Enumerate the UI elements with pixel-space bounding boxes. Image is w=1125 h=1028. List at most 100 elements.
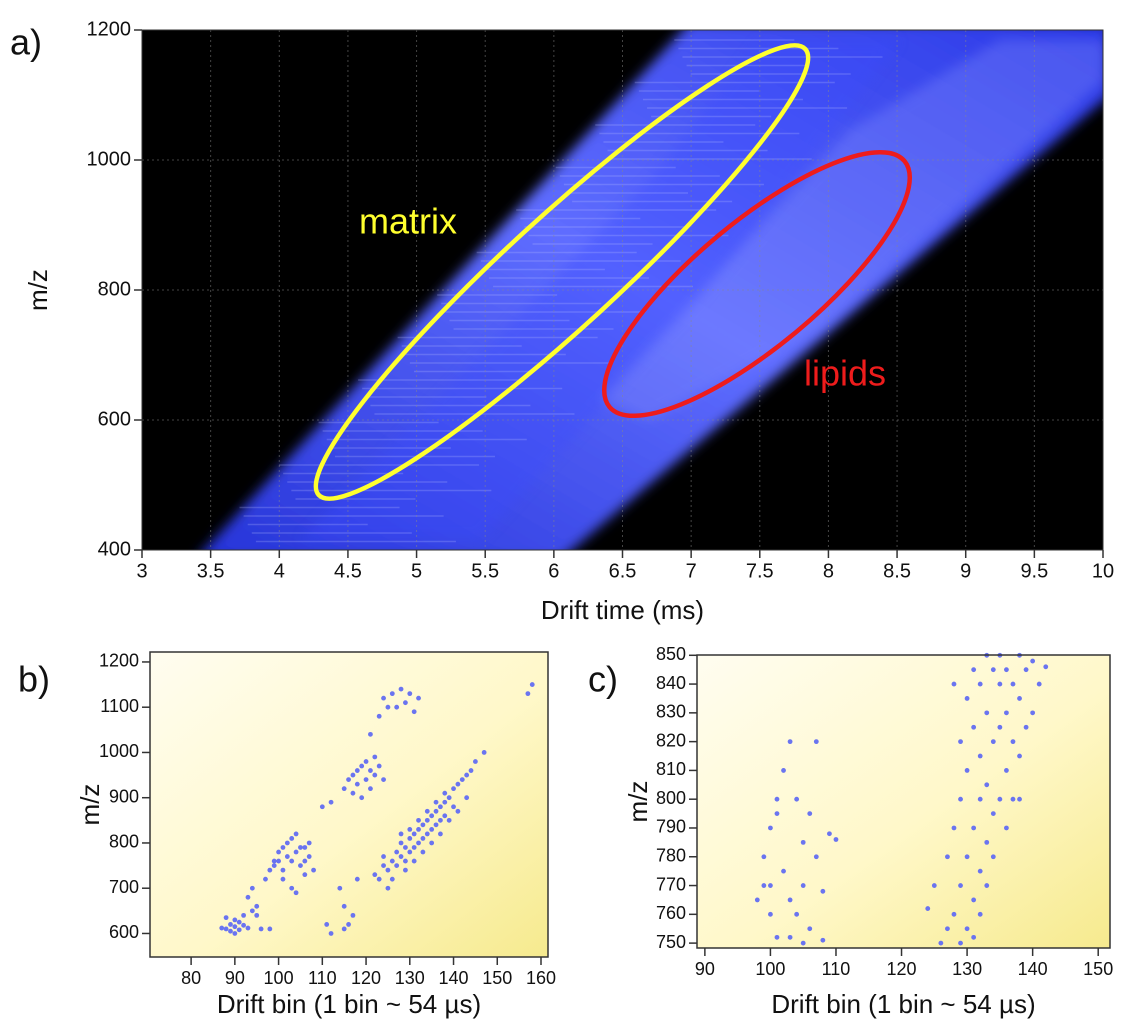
scatter-point bbox=[416, 826, 421, 832]
scatter-point bbox=[232, 917, 238, 923]
x-tick-label: 160 bbox=[526, 968, 556, 988]
panel-label: a) bbox=[10, 22, 42, 63]
y-tick-label: 900 bbox=[109, 786, 139, 806]
scatter-point bbox=[977, 911, 983, 917]
scatter-point bbox=[429, 840, 435, 846]
scatter-point bbox=[289, 885, 295, 891]
scatter-point bbox=[280, 845, 286, 850]
scatter-point bbox=[525, 691, 531, 697]
x-axis-title: Drift bin (1 bin ~ 54 µs) bbox=[217, 989, 481, 1019]
scatter-point bbox=[271, 863, 277, 868]
scatter-point bbox=[376, 763, 382, 769]
scatter-point bbox=[990, 854, 996, 860]
scatter-point bbox=[459, 777, 465, 783]
scatter-point bbox=[990, 811, 996, 816]
scatter-point bbox=[372, 754, 378, 760]
scatter-point bbox=[433, 799, 439, 805]
scatter-point bbox=[958, 940, 963, 946]
scatter-point bbox=[368, 768, 373, 773]
scatter-point bbox=[807, 926, 813, 932]
scatter-point bbox=[464, 772, 470, 778]
scatter-point bbox=[424, 831, 430, 837]
scatter-point bbox=[354, 876, 360, 882]
scatter-point bbox=[324, 922, 330, 927]
scatter-point bbox=[398, 686, 404, 692]
scatter-point bbox=[232, 931, 238, 936]
scatter-point bbox=[1004, 825, 1009, 831]
scatter-point bbox=[1023, 667, 1029, 673]
scatter-point bbox=[389, 858, 395, 864]
y-tick-label: 1000 bbox=[87, 148, 132, 170]
scatter-point bbox=[298, 845, 303, 850]
scatter-point bbox=[455, 808, 461, 814]
scatter-point bbox=[424, 817, 430, 823]
y-tick-label: 800 bbox=[656, 788, 686, 808]
scatter-point bbox=[368, 731, 373, 737]
scatter-point bbox=[403, 858, 408, 864]
scatter-point bbox=[1004, 768, 1009, 773]
x-tick-label: 4.5 bbox=[334, 560, 362, 582]
scatter-point bbox=[794, 911, 800, 917]
scatter-point bbox=[236, 927, 242, 933]
y-tick-label: 800 bbox=[109, 832, 139, 852]
scatter-point bbox=[964, 854, 970, 860]
scatter-point bbox=[931, 883, 937, 888]
x-tick-label: 120 bbox=[887, 959, 917, 979]
y-tick-label: 760 bbox=[656, 903, 686, 923]
y-tick-label: 750 bbox=[656, 932, 686, 952]
region-label: matrix bbox=[359, 201, 457, 242]
scatter-point bbox=[455, 781, 461, 787]
scatter-point bbox=[984, 710, 990, 716]
scatter-point bbox=[368, 786, 373, 792]
scatter-point bbox=[997, 681, 1003, 687]
scatter-point bbox=[381, 695, 386, 701]
x-tick-label: 7.5 bbox=[746, 560, 774, 582]
x-tick-label: 10 bbox=[1092, 560, 1114, 582]
scatter-point bbox=[1043, 664, 1049, 670]
region-outline bbox=[313, 43, 811, 501]
scatter-point bbox=[298, 863, 303, 868]
plot-frame bbox=[696, 654, 1111, 949]
x-tick-label: 150 bbox=[482, 968, 512, 988]
scatter-point bbox=[945, 854, 950, 860]
y-tick-label: 780 bbox=[656, 846, 686, 866]
scatter-point bbox=[376, 713, 382, 719]
scatter-point bbox=[1010, 739, 1016, 745]
y-tick-label: 800 bbox=[98, 278, 131, 300]
scatter-point bbox=[481, 750, 487, 755]
scatter-point bbox=[1017, 696, 1022, 701]
scatter-point bbox=[302, 858, 308, 864]
scatter-point bbox=[1023, 724, 1029, 730]
scatter-point bbox=[411, 709, 417, 715]
scatter-point bbox=[1030, 710, 1036, 716]
scatter-point bbox=[328, 931, 334, 936]
y-tick-label: 1000 bbox=[99, 741, 139, 761]
y-tick-label: 820 bbox=[656, 730, 686, 750]
x-tick-label: 150 bbox=[1083, 959, 1113, 979]
scatter-point bbox=[381, 863, 386, 868]
scatter-point bbox=[254, 903, 260, 909]
intensity-core bbox=[300, 40, 900, 540]
scatter-point bbox=[433, 822, 439, 828]
scatter-point bbox=[813, 854, 819, 860]
scatter-point bbox=[236, 919, 242, 925]
scatter-point bbox=[827, 831, 832, 837]
x-tick-label: 6.5 bbox=[609, 560, 637, 582]
x-tick-label: 110 bbox=[822, 959, 851, 979]
scatter-point bbox=[754, 897, 760, 903]
scatter-point bbox=[403, 845, 408, 850]
scatter-point bbox=[232, 924, 238, 930]
scatter-point bbox=[442, 813, 448, 819]
scatter-point bbox=[403, 867, 408, 873]
scatter-point bbox=[354, 768, 360, 773]
scatter-point bbox=[1030, 658, 1036, 664]
scatter-point bbox=[990, 667, 996, 673]
x-tick-label: 130 bbox=[952, 959, 982, 979]
scatter-point bbox=[472, 759, 478, 764]
panel-label: b) bbox=[18, 659, 50, 700]
y-tick-label: 770 bbox=[656, 874, 686, 894]
scatter-point bbox=[787, 897, 793, 903]
scatter-point bbox=[407, 691, 413, 697]
y-tick-label: 830 bbox=[656, 702, 686, 722]
x-tick-label: 9 bbox=[960, 560, 971, 582]
